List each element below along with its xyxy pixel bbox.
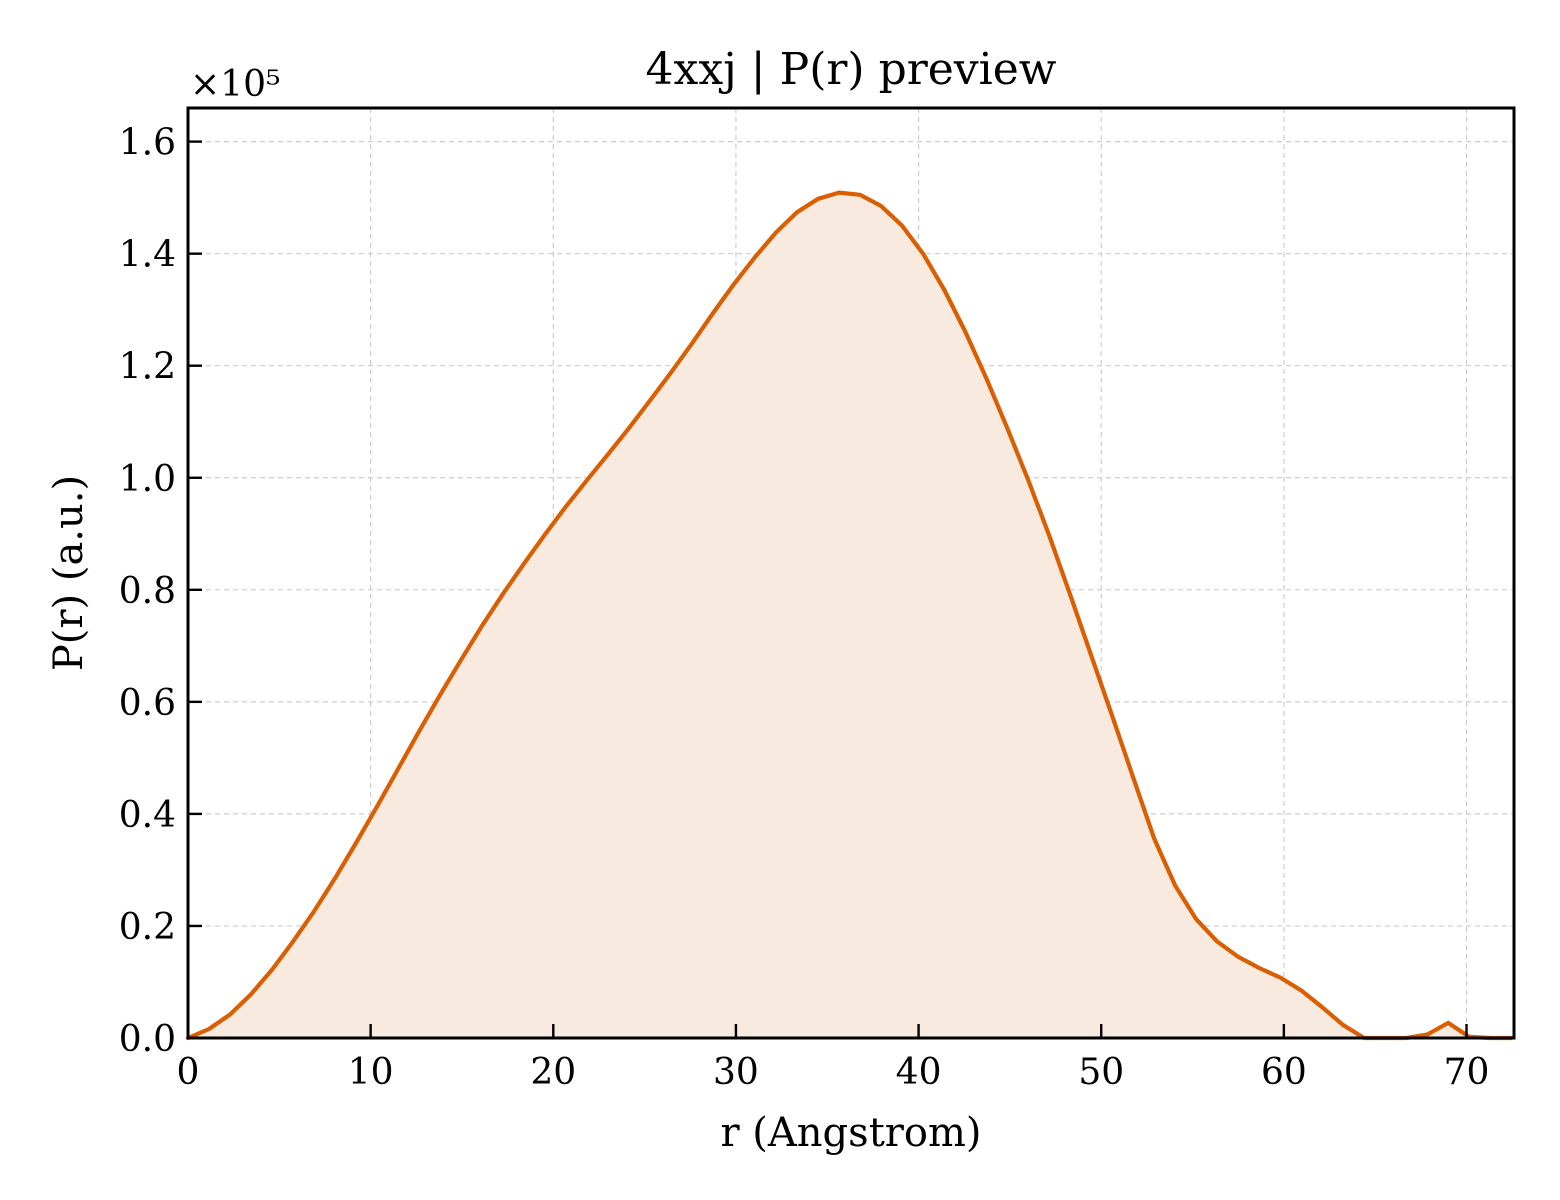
x-tick-label: 50: [1078, 1052, 1124, 1093]
y-tick-label: 1.6: [119, 123, 176, 164]
x-tick-label: 20: [530, 1052, 576, 1093]
series-line: [185, 190, 1514, 1041]
x-tick-label: 40: [896, 1052, 942, 1093]
y-tick-label: 1.0: [119, 459, 176, 500]
y-tick-label: 0.6: [119, 683, 176, 724]
y-tick-label: 0.0: [119, 1019, 176, 1060]
x-axis-label: r (Angstrom): [720, 1110, 981, 1156]
x-tick-label: 70: [1444, 1052, 1490, 1093]
x-tick-label: 30: [713, 1052, 759, 1093]
series-area-fill: [188, 192, 1512, 1039]
x-tick-label: 60: [1261, 1052, 1307, 1093]
y-offset-label: ×10⁵: [190, 64, 280, 105]
chart-title: 4xxj | P(r) preview: [646, 44, 1057, 95]
x-tick-label: 10: [348, 1052, 394, 1093]
y-tick-label: 1.2: [119, 347, 176, 388]
y-tick-label: 1.4: [119, 235, 176, 276]
y-tick-label: 0.2: [119, 907, 176, 948]
ticks: 0 10 20 30 40 50 60 70 0.0 0.2 0.4 0.6 0.8 1.0 1.2 1.4 1…: [119, 123, 1490, 1093]
y-axis-label: P(r) (a.u.): [46, 475, 92, 671]
x-tick-label: 0: [177, 1052, 200, 1093]
plot-frame: [186, 106, 1516, 1040]
y-tick-label: 0.4: [119, 795, 176, 836]
y-tick-label: 0.8: [119, 571, 176, 612]
